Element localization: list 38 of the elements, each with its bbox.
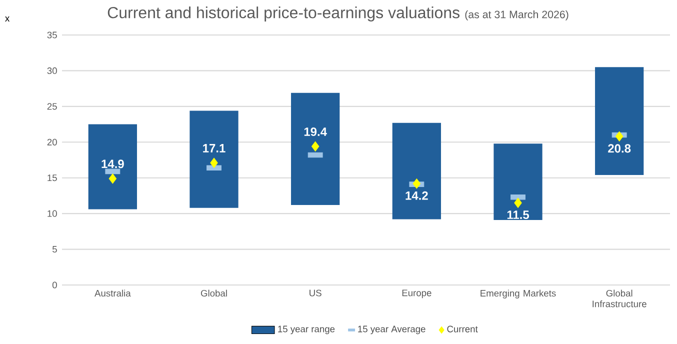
x-tick-label: Global Infrastructure — [592, 290, 646, 308]
data-label: 20.8 — [608, 144, 631, 153]
chart-subtitle: (as at 31 March 2026) — [465, 10, 568, 20]
bar — [494, 144, 542, 220]
y-tick-label: 15 — [48, 174, 57, 182]
legend-label: 15 year range — [278, 326, 335, 334]
x-tick-label: Emerging Markets — [480, 290, 556, 298]
legend-label: Current — [447, 326, 478, 332]
point — [615, 131, 624, 142]
data-label: 19.4 — [304, 128, 327, 136]
y-tick-label: 10 — [48, 210, 57, 217]
bar — [595, 67, 644, 175]
point — [514, 198, 522, 208]
data-label: 14.2 — [406, 191, 428, 200]
y-axis-title: x — [5, 16, 10, 22]
bar — [291, 92, 340, 205]
y-tick-label: 0 — [52, 282, 57, 288]
y-tick-label: 20 — [47, 138, 57, 146]
point — [108, 174, 117, 184]
data-label: 14.9 — [102, 160, 124, 168]
x-tick-label: Australia — [94, 290, 131, 297]
data-label: 17.1 — [203, 144, 226, 152]
x-tick-label: US — [310, 290, 322, 296]
bar — [190, 110, 238, 208]
point — [412, 178, 421, 189]
y-tick-label: 5 — [52, 246, 57, 253]
y-tick-label: 30 — [47, 67, 57, 74]
point — [311, 141, 320, 152]
x-tick-label: Europe — [402, 290, 432, 298]
point — [210, 158, 218, 168]
data-label: 11.5 — [507, 210, 530, 220]
chart-title: Current and historical price-to-earnings valuations — [108, 6, 460, 22]
legend-label: 15 year Average — [358, 326, 426, 334]
x-tick-label: Global — [200, 290, 227, 297]
y-tick-label: 25 — [47, 103, 57, 110]
bar — [392, 122, 441, 220]
y-tick-label: 35 — [47, 32, 57, 38]
bar — [88, 124, 137, 210]
